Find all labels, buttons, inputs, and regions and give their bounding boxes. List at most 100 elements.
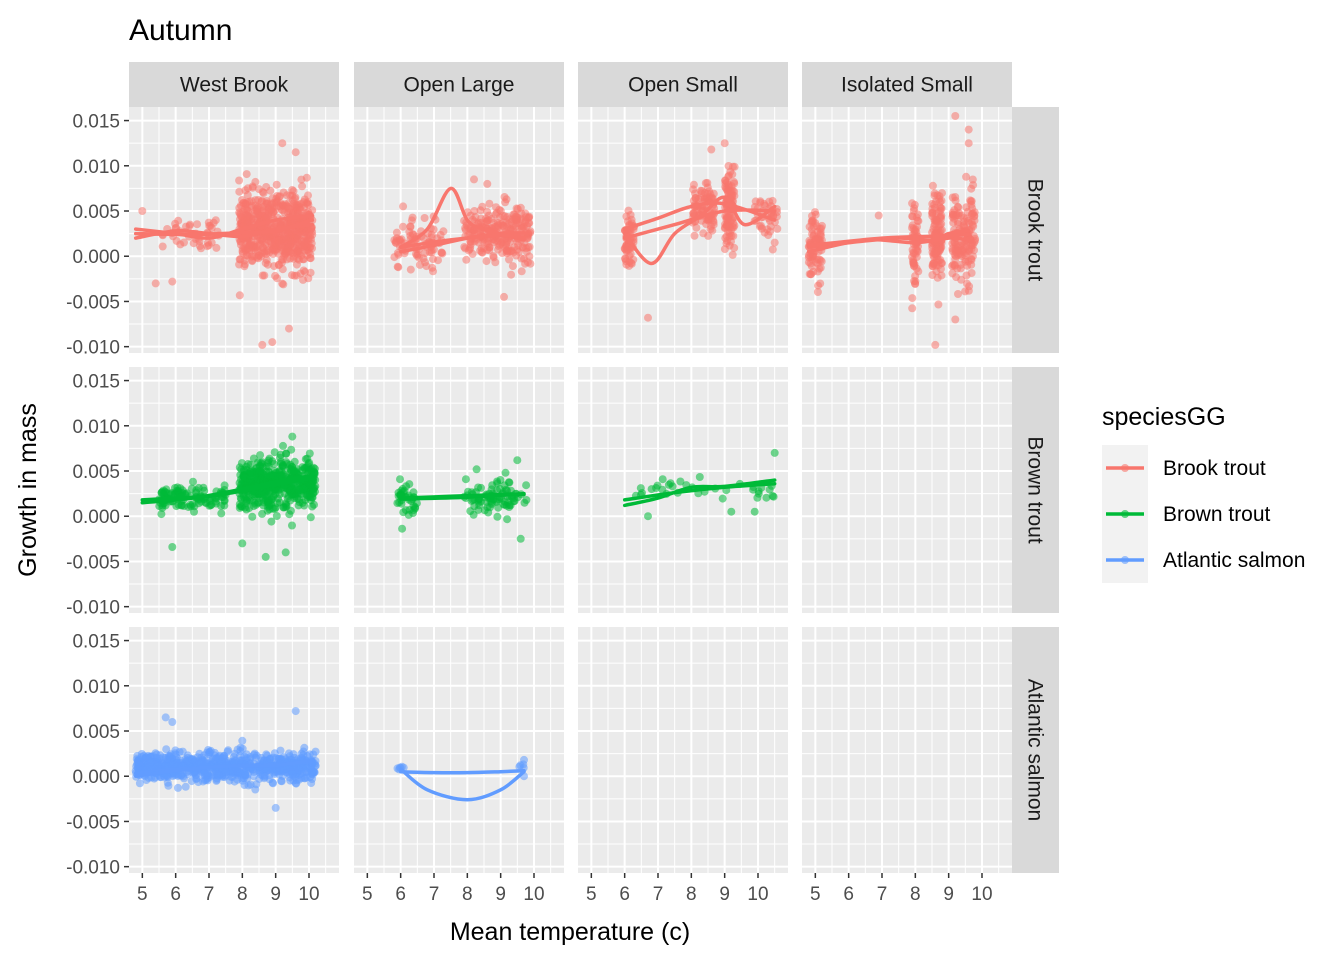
- y-tick-label: -0.010: [66, 858, 120, 879]
- panel-background: [802, 367, 1012, 613]
- data-point: [694, 194, 703, 203]
- data-point: [466, 243, 475, 252]
- data-point: [706, 225, 715, 234]
- data-point: [470, 207, 479, 215]
- data-point: [288, 521, 296, 530]
- data-point: [271, 754, 280, 763]
- strip-label-brook-trout: Brook trout: [1024, 179, 1047, 282]
- data-point-outlier: [964, 125, 973, 134]
- data-point: [521, 218, 529, 227]
- data-point: [187, 777, 196, 786]
- data-point: [272, 199, 281, 207]
- data-point: [254, 488, 263, 497]
- strip-row-atlantic-salmon: [1012, 627, 1059, 873]
- data-point-outlier: [931, 340, 940, 349]
- data-point: [176, 484, 185, 493]
- data-point: [969, 232, 978, 241]
- data-point: [220, 496, 229, 505]
- data-point: [811, 236, 820, 245]
- data-point: [768, 492, 777, 500]
- data-point: [816, 279, 825, 288]
- data-point: [501, 468, 510, 477]
- data-point: [288, 196, 297, 205]
- data-point: [263, 260, 272, 269]
- data-point: [309, 484, 318, 493]
- data-point: [273, 274, 281, 283]
- data-point-outlier: [520, 755, 528, 764]
- data-point: [949, 260, 958, 269]
- data-point: [256, 451, 265, 460]
- x-tick-label: 5: [137, 884, 148, 905]
- x-tick-label: 8: [686, 884, 697, 905]
- data-point: [699, 229, 708, 238]
- data-point: [217, 509, 226, 518]
- data-point: [439, 227, 448, 236]
- strip-row-brook-trout: [1012, 107, 1059, 353]
- data-point: [230, 777, 239, 786]
- data-point-outlier: [258, 340, 267, 349]
- data-point-outlier: [727, 507, 736, 516]
- data-point: [500, 481, 509, 490]
- data-point: [252, 780, 261, 789]
- x-tick-label: 6: [843, 884, 854, 905]
- legend-key-point: [1121, 464, 1129, 472]
- data-point-outlier: [288, 432, 297, 441]
- series-brook-trout-isolated-small: [804, 112, 980, 349]
- data-point-outlier: [268, 338, 277, 347]
- data-point: [174, 783, 182, 792]
- data-point: [152, 750, 161, 759]
- legend-key-brown-trout: [1102, 491, 1148, 537]
- data-point: [472, 465, 481, 474]
- data-point: [238, 502, 246, 511]
- series-atlantic-salmon-west-brook: [131, 707, 320, 812]
- data-point-outlier: [168, 277, 177, 286]
- series-brown-trout-open-large: [393, 456, 531, 543]
- data-point: [275, 239, 284, 248]
- data-point: [286, 248, 295, 257]
- data-point: [397, 499, 406, 508]
- data-point: [290, 271, 299, 280]
- data-point: [277, 471, 286, 480]
- data-point: [269, 779, 277, 788]
- data-point: [929, 249, 938, 258]
- data-point: [186, 220, 194, 229]
- data-point: [160, 487, 169, 496]
- data-point: [419, 254, 428, 263]
- series-brook-trout-open-large: [390, 175, 535, 301]
- legend-label-brown-trout: Brown trout: [1163, 503, 1271, 526]
- data-point: [235, 260, 244, 269]
- data-point: [425, 248, 434, 256]
- data-point: [724, 162, 733, 170]
- data-point: [390, 236, 399, 245]
- data-point: [956, 241, 964, 250]
- data-point: [311, 761, 320, 770]
- x-tick-label: 10: [523, 884, 544, 905]
- data-point-outlier: [281, 548, 290, 557]
- strip-label-atlantic-salmon: Atlantic salmon: [1024, 679, 1047, 821]
- data-point: [931, 203, 939, 212]
- data-point: [720, 245, 729, 254]
- x-tick-label: 9: [270, 884, 281, 905]
- data-point: [399, 202, 408, 211]
- data-point: [968, 175, 977, 184]
- data-point: [480, 506, 489, 515]
- smooth-fit-line: [622, 201, 777, 231]
- data-point: [306, 513, 315, 522]
- x-axis-title: Mean temperature (c): [450, 918, 690, 946]
- data-point: [721, 179, 730, 188]
- data-point: [299, 266, 308, 275]
- x-tick-label: 7: [204, 884, 215, 905]
- data-point: [238, 247, 247, 256]
- y-tick-label: 0.005: [72, 202, 120, 223]
- data-point: [525, 252, 534, 261]
- data-point: [300, 501, 309, 510]
- data-point: [910, 277, 919, 285]
- data-point: [494, 503, 503, 512]
- data-point: [286, 776, 295, 785]
- data-point: [135, 779, 144, 788]
- data-point-outlier: [516, 534, 525, 543]
- x-tick-label: 10: [298, 884, 319, 905]
- data-point: [505, 503, 514, 511]
- data-point: [722, 221, 731, 230]
- data-point: [406, 222, 415, 231]
